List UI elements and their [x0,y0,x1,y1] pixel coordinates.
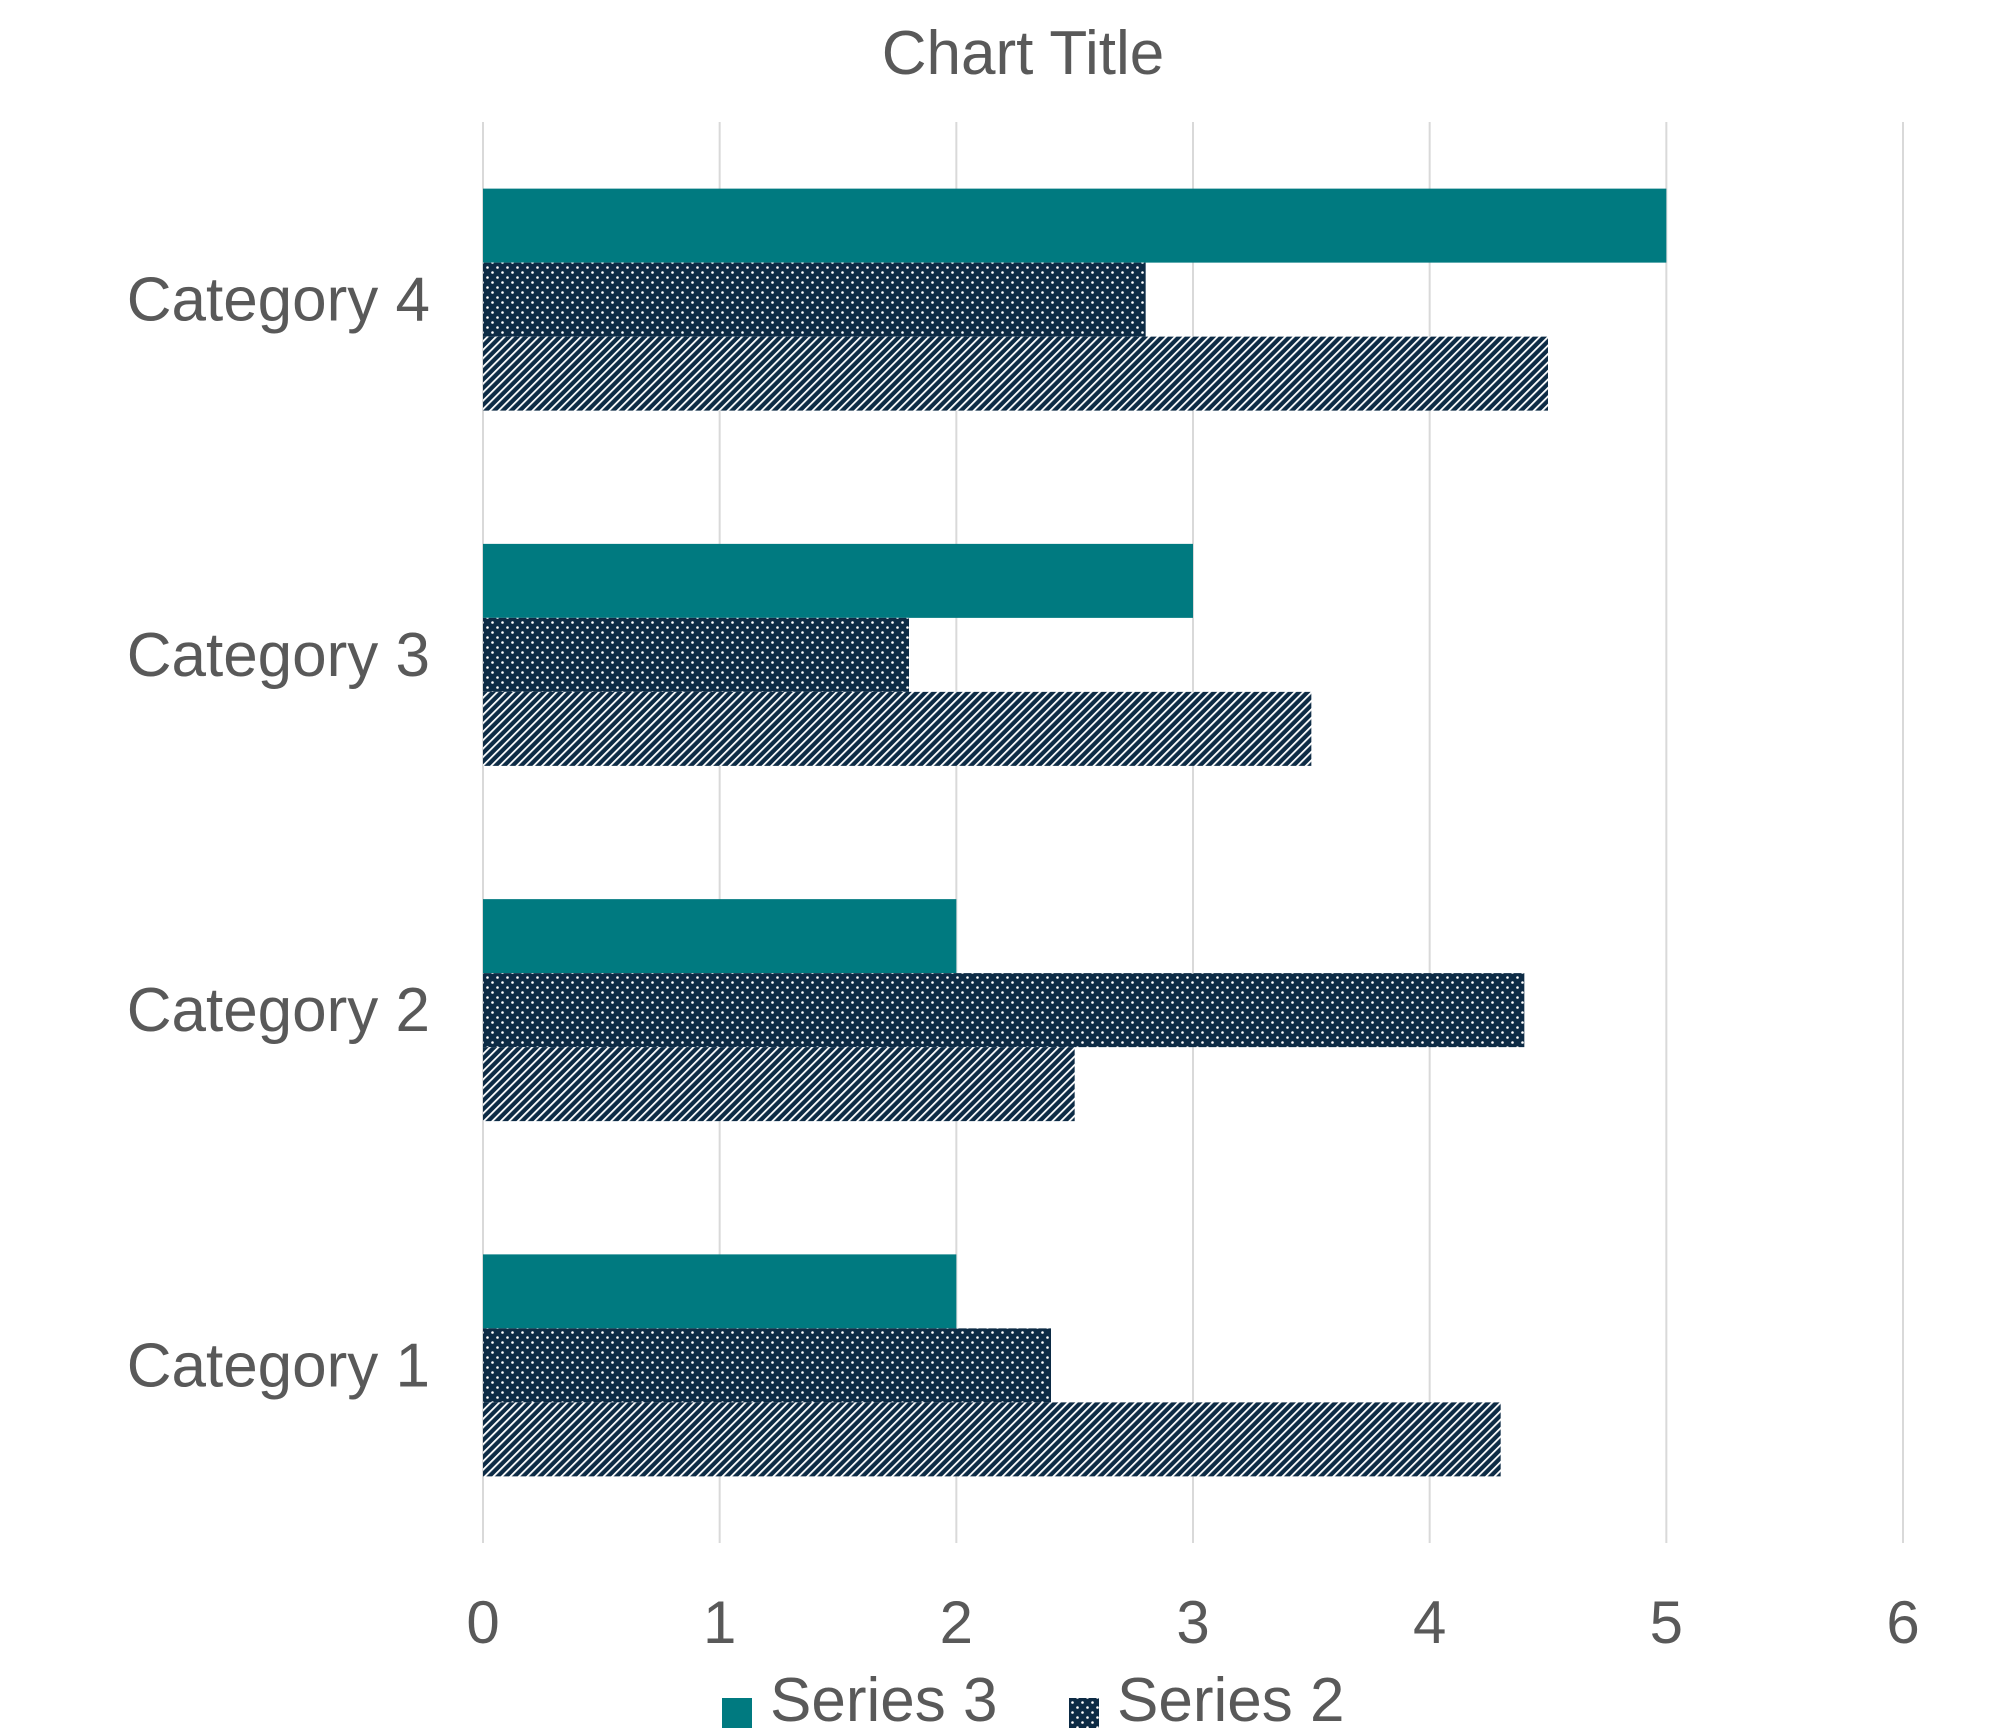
category-label: Category 3 [127,621,430,690]
category-axis: Category 1 Category 2 Category 3 Category 4 [127,266,430,1401]
bar [483,1254,957,1329]
bar [483,1328,1051,1403]
chart-title: Chart Title [882,19,1165,88]
x-tick-label: 5 [1650,1589,1683,1656]
legend-swatch [1069,1698,1099,1728]
x-tick-label: 6 [1886,1589,1919,1656]
x-tick-label: 1 [703,1589,736,1656]
value-axis: 0 1 2 3 4 5 6 [466,1589,1919,1656]
legend: Series 3 Series 2 [722,1666,1344,1729]
bar [483,336,1548,411]
bar [483,617,909,692]
x-tick-label: 4 [1413,1589,1446,1656]
bars [483,188,1667,1477]
bar [483,691,1312,766]
legend-label: Series 3 [770,1666,997,1729]
bar [483,188,1667,263]
category-label: Category 2 [127,976,430,1045]
bar [483,973,1525,1048]
category-label: Category 4 [127,266,430,335]
x-tick-label: 3 [1176,1589,1209,1656]
bar [483,1047,1075,1122]
x-tick-label: 0 [466,1589,499,1656]
bar [483,899,957,974]
bar [483,543,1193,618]
bar [483,1402,1501,1477]
category-label: Category 1 [127,1331,430,1400]
legend-label: Series 2 [1117,1666,1344,1729]
bar [483,262,1146,337]
x-tick-label: 2 [940,1589,973,1656]
legend-swatch [722,1698,752,1728]
